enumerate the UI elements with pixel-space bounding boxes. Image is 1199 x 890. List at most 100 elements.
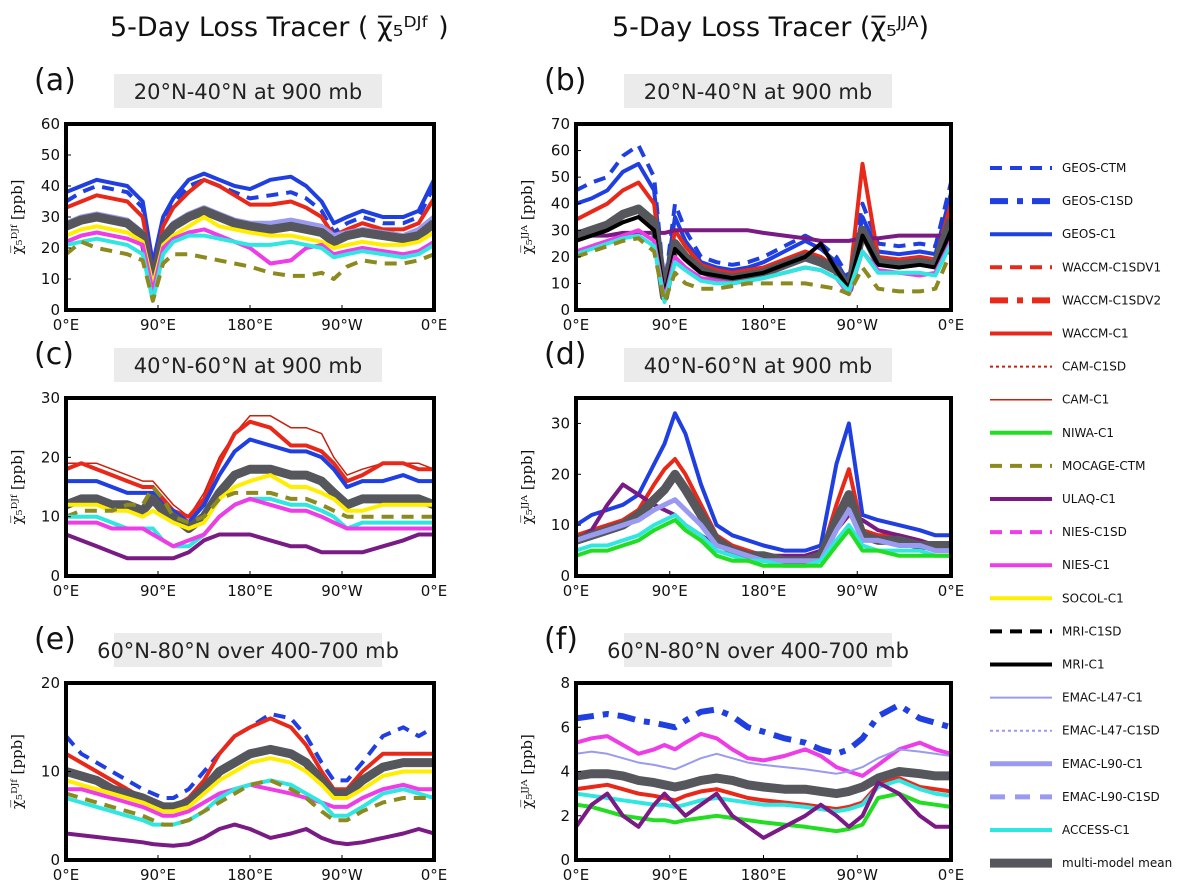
panel-title: 40°N-60°N at 900 mb	[644, 354, 872, 378]
panel-e: (e) 60°N-80°N over 400-700 mb 0 10 20 0°E 90°E…	[8, 622, 447, 884]
legend-item: multi-model mean	[990, 856, 1172, 870]
legend-item: EMAC-L47-C1SD	[990, 724, 1160, 738]
y-tick-label: 50	[41, 146, 60, 164]
panel-letter: (d)	[544, 337, 586, 372]
panel-title-box	[114, 633, 382, 667]
y-tick-label: 30	[41, 389, 60, 407]
series-line-emac-l90-c1	[576, 497, 951, 564]
legend-label: EMAC-L90-C1SD	[1062, 790, 1160, 804]
series-line-ulaq-c1	[66, 822, 434, 848]
series-group	[66, 171, 434, 303]
series-line-geos-c1	[576, 411, 951, 553]
panel-a: (a) 20°N-40°N at 900 mb 0 10 20 30 40 50 60 0°E 90…	[8, 63, 447, 334]
y-tick-label: 20	[41, 239, 60, 257]
series-line-mocage-ctm	[66, 485, 434, 525]
series-line-multi-model-mean	[66, 744, 434, 812]
series-group	[576, 143, 951, 304]
panel-title-box	[624, 74, 892, 108]
legend-label: MRI-C1SD	[1062, 624, 1121, 638]
series-line-mocage-ctm	[66, 778, 434, 827]
legend-label: EMAC-L47-C1SD	[1062, 724, 1160, 738]
panel-letter: (a)	[34, 63, 76, 98]
series-group	[576, 411, 951, 568]
series-line-geos-ctm	[66, 177, 434, 269]
series-line-geos-ctm	[66, 712, 434, 800]
legend-label: WACCM-C1SDV2	[1062, 293, 1161, 307]
series-line-geos-c1sd	[576, 702, 951, 757]
panel-title-box	[114, 74, 382, 108]
y-tick-label: 8	[560, 674, 570, 692]
x-tick-label: 0°E	[53, 866, 80, 884]
panel-letter: (b)	[544, 63, 586, 98]
y-tick-label: 0	[50, 567, 60, 585]
legend-label: multi-model mean	[1062, 856, 1172, 870]
y-tick-label: 0	[50, 301, 60, 319]
series-group	[66, 415, 434, 561]
x-tick-label: 90°E	[652, 582, 688, 600]
series-line-nies-c1	[576, 731, 951, 778]
x-tick-label: 90°E	[652, 866, 688, 884]
legend-item: MOCAGE-CTM	[990, 459, 1145, 473]
x-tick-label: 0°E	[53, 582, 80, 600]
y-tick-label: 20	[551, 465, 570, 483]
series-line-waccm-c1	[66, 177, 434, 275]
legend-label: SOCOL-C1	[1062, 591, 1124, 605]
series-line-ulaq-c1	[576, 228, 951, 243]
series-group	[66, 712, 434, 848]
x-tick-label: 0°E	[421, 866, 448, 884]
y-tick-label: 20	[41, 448, 60, 466]
legend-label: CAM-C1	[1062, 393, 1109, 407]
panel-title: 20°N-40°N at 900 mb	[644, 80, 872, 104]
series-line-access-c1	[66, 778, 434, 827]
legend-label: GEOS-CTM	[1062, 161, 1126, 175]
panel-f: (f) 60°N-80°N over 400-700 mb 0 2 4 6 8 0°E 90°E…	[518, 622, 964, 884]
y-tick-label: 2	[560, 807, 570, 825]
series-line-multi-model-mean	[66, 206, 434, 290]
x-tick-label: 0°E	[53, 316, 80, 334]
series-line-access-c1	[66, 233, 434, 303]
series-line-mocage-ctm	[576, 236, 951, 304]
legend-item: EMAC-L90-C1	[990, 757, 1143, 771]
legend-label: GEOS-C1	[1062, 227, 1116, 241]
legend-item: EMAC-L90-C1SD	[990, 790, 1160, 804]
x-tick-label: 0°E	[938, 582, 965, 600]
series-group	[576, 702, 951, 840]
y-tick-label: 20	[41, 674, 60, 692]
panel-title: 60°N-80°N over 400-700 mb	[97, 639, 399, 663]
panel-title-box	[114, 348, 382, 382]
legend-item: WACCM-C1SDV1	[990, 260, 1161, 274]
legend-label: ACCESS-C1	[1062, 823, 1130, 837]
x-tick-label: 90°W	[321, 316, 363, 334]
series-line-mocage-ctm	[66, 239, 434, 303]
y-tick-label: 4	[560, 763, 570, 781]
legend-label: EMAC-L47-C1	[1062, 691, 1143, 705]
panel-title: 60°N-80°N over 400-700 mb	[607, 639, 909, 663]
x-tick-label: 180°E	[227, 316, 273, 334]
legend-item: NIWA-C1	[990, 426, 1114, 440]
legend-item: ACCESS-C1	[990, 823, 1130, 837]
x-tick-label: 0°E	[563, 866, 590, 884]
legend-label: EMAC-L90-C1	[1062, 757, 1143, 771]
panel-letter: (c)	[34, 337, 74, 372]
legend-item: NIES-C1	[990, 558, 1110, 572]
panel-d: (d) 40°N-60°N at 900 mb 0 10 20 30 0°E 90°E 180°…	[518, 337, 964, 600]
series-line-geos-c1	[66, 171, 434, 266]
x-tick-label: 180°E	[741, 316, 787, 334]
y-axis-label: χ̅₅ᴶᴶᴬ [ppb]	[518, 180, 536, 255]
x-tick-label: 0°E	[421, 316, 448, 334]
legend-label: GEOS-C1SD	[1062, 194, 1133, 208]
series-line-multi-model-mean	[576, 767, 951, 799]
legend-item: SOCOL-C1	[990, 591, 1124, 605]
left-column-header: 5-Day Loss Tracer ( χ̅₅ᴰᴶᶠ )	[110, 12, 449, 43]
x-tick-label: 90°E	[140, 316, 176, 334]
x-tick-label: 0°E	[563, 316, 590, 334]
y-tick-label: 70	[551, 115, 570, 133]
x-tick-label: 180°E	[741, 866, 787, 884]
panel-title: 40°N-60°N at 900 mb	[134, 354, 362, 378]
series-line-niwa-c1	[576, 791, 951, 834]
panel-c: (c) 40°N-60°N at 900 mb 0 10 20 30 0°E 90°E 180°…	[8, 337, 447, 600]
series-line-socol-c1	[66, 756, 434, 814]
y-tick-label: 0	[560, 851, 570, 869]
legend-item: WACCM-C1SDV2	[990, 293, 1161, 307]
